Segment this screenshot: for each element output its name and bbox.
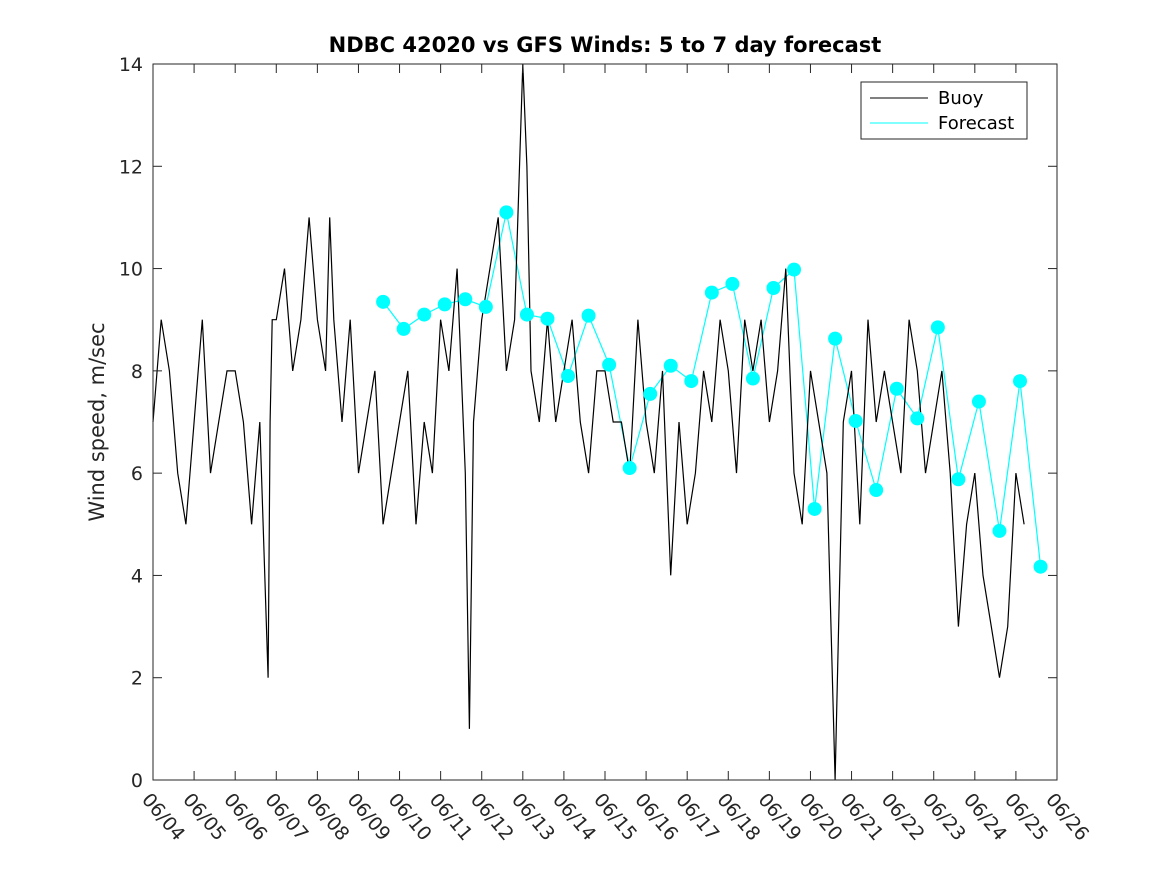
- forecast-point: [499, 205, 514, 220]
- x-tick-label: 06/07: [260, 789, 312, 845]
- x-tick-label: 06/19: [754, 789, 806, 845]
- forecast-point: [910, 411, 925, 426]
- legend-box: [860, 81, 1028, 140]
- legend-forecast-label: Forecast: [938, 113, 1014, 134]
- forecast-point: [807, 501, 822, 516]
- forecast-point: [787, 262, 802, 277]
- forecast-point: [848, 413, 863, 428]
- forecast-point: [828, 331, 843, 346]
- y-axis-title: Wind speed, m/sec: [85, 322, 109, 521]
- y-tick-label: 10: [119, 259, 143, 281]
- x-tick-label: 06/08: [302, 789, 354, 845]
- forecast-point: [1033, 559, 1048, 574]
- forecast-point: [869, 483, 884, 498]
- y-tick-label: 8: [131, 361, 143, 383]
- forecast-point: [519, 307, 534, 322]
- forecast-point: [376, 294, 391, 309]
- forecast-point: [725, 276, 740, 291]
- forecast-point: [971, 394, 986, 409]
- x-tick-label: 06/12: [466, 789, 518, 845]
- forecast-point: [704, 285, 719, 300]
- x-tick-label: 06/17: [671, 789, 723, 845]
- legend: Buoy Forecast: [860, 81, 1028, 140]
- forecast-point: [643, 386, 658, 401]
- x-tick-label: 06/09: [343, 789, 395, 845]
- forecast-point: [1013, 374, 1028, 389]
- y-tick-label: 2: [131, 668, 143, 690]
- y-tick-label: 4: [131, 565, 143, 587]
- x-tick-label: 06/13: [507, 789, 559, 845]
- x-tick-label: 06/05: [178, 789, 230, 845]
- forecast-point: [766, 281, 781, 296]
- forecast-point: [684, 374, 699, 389]
- y-axis: 0 2 4 6 8 10 12 14: [119, 54, 1057, 792]
- x-tick-label: 06/23: [918, 789, 970, 845]
- buoy-line-group: [152, 63, 1025, 781]
- buoy-series-line: [152, 63, 1025, 781]
- x-tick-label: 06/20: [795, 789, 847, 845]
- x-tick-label: 06/22: [877, 789, 929, 845]
- forecast-point: [478, 299, 493, 314]
- legend-buoy-label: Buoy: [938, 88, 984, 109]
- x-tick-label: 06/21: [836, 789, 888, 845]
- forecast-point: [745, 371, 760, 386]
- y-tick-label: 6: [131, 463, 143, 485]
- forecast-point: [663, 358, 678, 373]
- x-tick-label: 06/06: [219, 789, 271, 845]
- y-tick-label: 0: [131, 770, 143, 792]
- forecast-point: [602, 357, 617, 372]
- forecast-point: [930, 320, 945, 335]
- forecast-point: [437, 297, 452, 312]
- forecast-marker-group: [376, 205, 1048, 574]
- x-tick-label: 06/24: [959, 789, 1011, 845]
- forecast-point: [540, 311, 555, 326]
- x-tick-label: 06/15: [589, 789, 641, 845]
- forecast-point: [581, 308, 596, 323]
- forecast-point: [417, 307, 432, 322]
- forecast-point: [889, 381, 904, 396]
- x-tick-label: 06/04: [137, 789, 189, 845]
- x-tick-label: 06/26: [1041, 789, 1093, 845]
- forecast-point: [622, 461, 637, 476]
- x-tick-label: 06/18: [712, 789, 764, 845]
- forecast-point: [561, 368, 576, 383]
- x-tick-label: 06/16: [630, 789, 682, 845]
- forecast-point: [992, 523, 1007, 538]
- x-tick-label: 06/25: [1000, 789, 1052, 845]
- plot-area: [153, 64, 1057, 780]
- forecast-point: [458, 292, 473, 307]
- forecast-point: [951, 472, 966, 487]
- forecast-point: [396, 321, 411, 336]
- x-tick-label: 06/14: [548, 789, 600, 845]
- x-tick-label: 06/10: [384, 789, 436, 845]
- y-tick-label: 12: [119, 156, 143, 178]
- x-tick-label: 06/11: [425, 789, 477, 845]
- y-tick-label: 14: [119, 54, 143, 76]
- chart-title: NDBC 42020 vs GFS Winds: 5 to 7 day fore…: [329, 33, 882, 57]
